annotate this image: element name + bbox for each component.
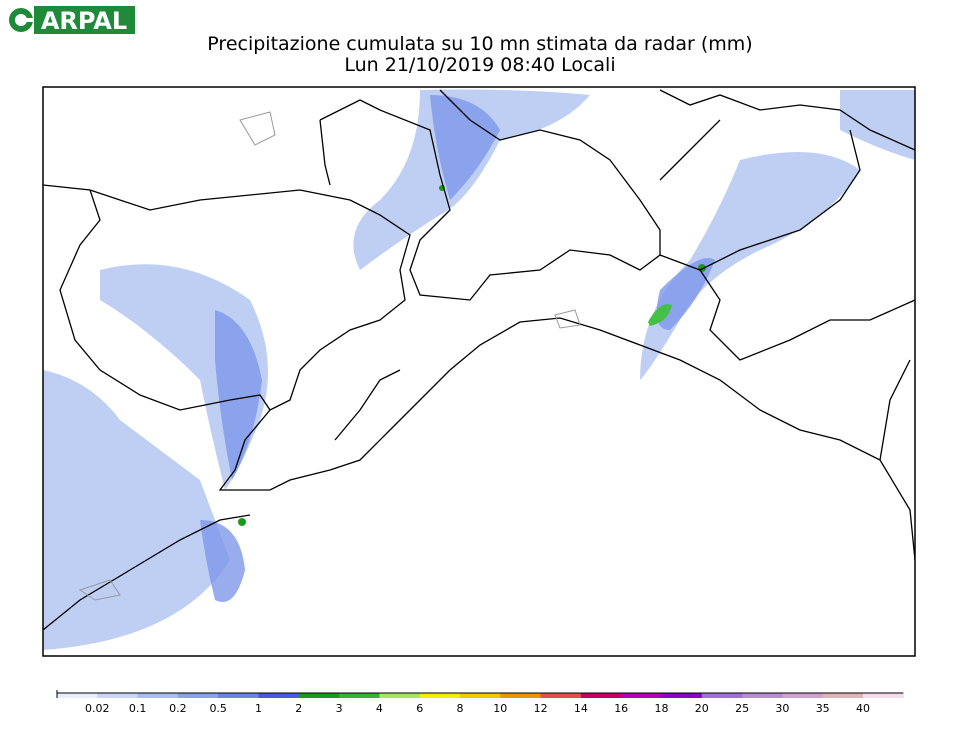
rain-area xyxy=(430,95,500,200)
legend-swatch xyxy=(298,693,340,698)
rain-area xyxy=(200,520,245,602)
logo: ARPAL xyxy=(9,6,135,35)
legend-label: 25 xyxy=(735,702,749,715)
legend-swatch xyxy=(701,693,743,698)
map-frame xyxy=(42,86,916,657)
region-border xyxy=(699,269,915,361)
legend-swatch xyxy=(621,693,662,698)
coastline xyxy=(43,514,251,631)
borders xyxy=(43,89,915,631)
region-border xyxy=(879,359,911,461)
lakes xyxy=(78,111,581,601)
legend-swatch xyxy=(742,693,783,698)
legend-label: 0.5 xyxy=(209,702,227,715)
rain-core xyxy=(238,518,246,526)
subtitle: Lun 21/10/2019 08:40 Locali xyxy=(344,54,615,76)
legend-swatch xyxy=(661,693,703,698)
precipitation xyxy=(43,89,915,650)
legend-label: 35 xyxy=(816,702,830,715)
legend-label: 0.02 xyxy=(85,702,110,715)
legend-swatch xyxy=(339,693,380,698)
map xyxy=(42,86,916,657)
legend-swatch xyxy=(782,693,824,698)
rain-area xyxy=(656,258,715,330)
lake xyxy=(78,579,121,601)
legend-swatch xyxy=(419,693,461,698)
legend-swatch xyxy=(580,693,622,698)
legend-label: 1 xyxy=(255,702,262,715)
logo-box xyxy=(34,6,135,34)
legend-label: 0.2 xyxy=(169,702,187,715)
title: Precipitazione cumulata su 10 mn stimata… xyxy=(207,33,752,55)
lake xyxy=(239,111,276,146)
legend: 0.02 0.1 0.2 0.5 1 2 3 4 6 8 10 12 14 16 18 20 25 30 35 40 xyxy=(56,690,904,715)
rain-core xyxy=(648,304,672,326)
legend-label: 3 xyxy=(336,702,343,715)
legend-label: 4 xyxy=(376,702,383,715)
legend-swatch xyxy=(500,693,542,698)
legend-label: 6 xyxy=(416,702,423,715)
rain-area xyxy=(840,90,915,160)
legend-swatch xyxy=(97,693,139,698)
legend-swatch xyxy=(822,693,864,698)
legend-label: 18 xyxy=(655,702,669,715)
region-border xyxy=(319,89,661,301)
region-border xyxy=(659,119,721,181)
legend-label: 2 xyxy=(295,702,302,715)
legend-swatch xyxy=(863,693,904,698)
logo-icon-bar xyxy=(21,18,33,22)
legend-label: 8 xyxy=(457,702,464,715)
legend-swatch xyxy=(258,693,300,698)
legend-label: 12 xyxy=(534,702,548,715)
lake xyxy=(554,309,581,329)
legend-label: 30 xyxy=(775,702,789,715)
legend-label: 14 xyxy=(574,702,588,715)
coastline xyxy=(43,184,915,561)
legend-label: 0.1 xyxy=(129,702,147,715)
region-border xyxy=(89,189,411,411)
legend-label: 10 xyxy=(493,702,507,715)
legend-swatch xyxy=(137,693,179,698)
legend-swatch xyxy=(460,693,501,698)
region-border xyxy=(334,369,401,441)
rain-area xyxy=(43,370,230,650)
legend-label: 16 xyxy=(614,702,628,715)
legend-swatch xyxy=(379,693,421,698)
legend-swatch xyxy=(177,693,219,698)
rain-area xyxy=(215,310,262,480)
legend-swatch xyxy=(540,693,582,698)
legend-swatch xyxy=(57,693,98,698)
region-border xyxy=(659,89,915,151)
legend-swatch xyxy=(218,693,259,698)
rain-area xyxy=(640,152,860,380)
rain-area xyxy=(353,89,590,270)
legend-label: 40 xyxy=(856,702,870,715)
logo-text: ARPAL xyxy=(41,7,127,35)
region-border xyxy=(319,119,331,186)
legend-label: 20 xyxy=(695,702,709,715)
